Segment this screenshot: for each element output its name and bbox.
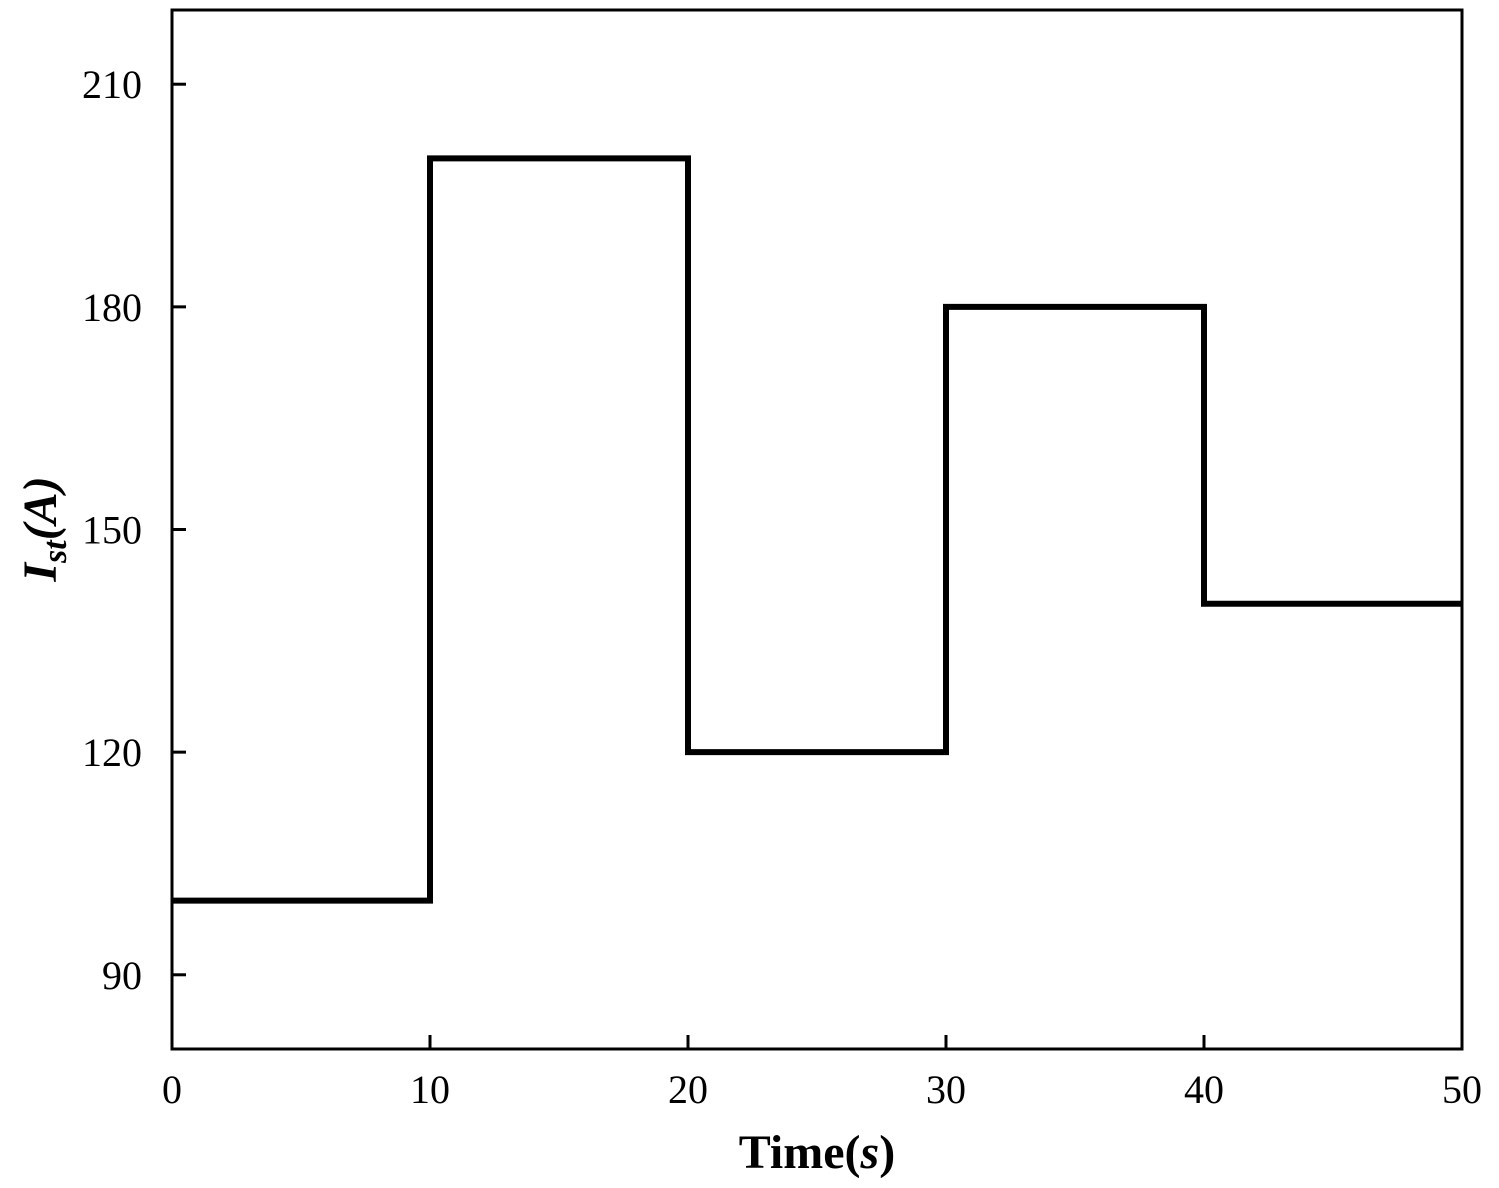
y-tick-label: 90 [102,953,142,998]
y-tick-label: 210 [82,62,142,107]
x-tick-label: 40 [1184,1067,1224,1112]
series-line [172,155,1462,904]
x-ticks [170,1035,1464,1049]
y-tick-labels: 90 120 150 180 210 [82,62,142,998]
x-tick-label: 10 [410,1067,450,1112]
x-tick-label: 30 [926,1067,966,1112]
y-ticks [172,82,186,977]
plot-frame [170,8,1464,1051]
y-axis-title: Ist(A) [14,476,74,582]
x-tick-label: 20 [668,1067,708,1112]
y-tick-label: 150 [82,508,142,553]
x-tick-label: 0 [162,1067,182,1112]
x-tick-label: 50 [1442,1067,1482,1112]
y-tick-label: 180 [82,285,142,330]
x-axis-title: Time(s) [739,1126,895,1179]
x-tick-labels: 0 10 20 30 40 50 [162,1067,1482,1112]
y-tick-label: 120 [82,730,142,775]
